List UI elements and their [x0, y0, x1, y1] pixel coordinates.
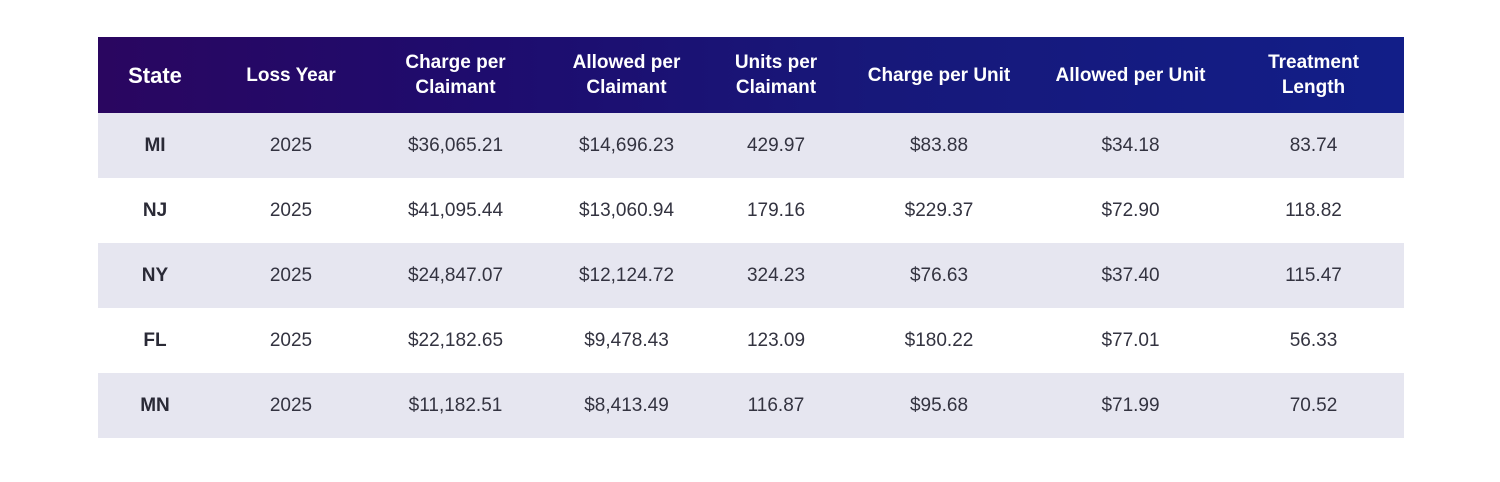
column-header-allowed-per-unit: Allowed per Unit	[1055, 64, 1206, 86]
column-header-charge-per-claimant: Charge per Claimant	[370, 37, 541, 113]
cell-units-per-claimant: 179.16	[746, 199, 806, 221]
data-table-container: State Loss Year Charge per Claimant Allo…	[98, 37, 1404, 438]
cell-state: MN	[140, 394, 170, 416]
cell-state: NY	[141, 264, 169, 286]
column-header-units-per-claimant: Units per Claimant	[712, 37, 840, 113]
cell-units-per-claimant: 429.97	[746, 134, 806, 156]
cell-allowed-per-unit: $37.40	[1101, 264, 1160, 286]
table-row: NJ 2025 $41,095.44 $13,060.94 179.16 $229.37 $…	[98, 178, 1404, 243]
cell-loss-year: 2025	[269, 199, 313, 221]
cell-loss-year: 2025	[269, 329, 313, 351]
cell-loss-year: 2025	[269, 134, 313, 156]
column-header-label: Charge per Claimant	[405, 52, 506, 98]
cell-units-per-claimant: 324.23	[746, 264, 806, 286]
column-header-loss-year: Loss Year	[246, 64, 336, 86]
table-header: State Loss Year Charge per Claimant Allo…	[98, 37, 1404, 113]
column-header-state: State	[128, 62, 182, 88]
cell-units-per-claimant: 116.87	[747, 394, 805, 416]
cell-allowed-per-unit: $34.18	[1101, 134, 1160, 156]
cell-treatment-length: 83.74	[1289, 134, 1338, 156]
cell-loss-year: 2025	[269, 394, 313, 416]
cell-state: NJ	[142, 199, 168, 221]
table-body: MI 2025 $36,065.21 $14,696.23 429.97 $83.88 $3…	[98, 113, 1404, 438]
cell-units-per-claimant: 123.09	[746, 329, 806, 351]
column-header-label: Treatment Length	[1268, 52, 1359, 98]
column-header-charge-per-unit: Charge per Unit	[867, 64, 1011, 86]
cell-charge-per-claimant: $36,065.21	[407, 134, 504, 156]
column-header-label: Units per Claimant	[734, 52, 818, 98]
column-header-label: Allowed per Claimant	[572, 52, 681, 98]
cell-allowed-per-claimant: $14,696.23	[578, 134, 675, 156]
cell-charge-per-claimant: $22,182.65	[407, 329, 504, 351]
cell-charge-per-claimant: $11,182.51	[408, 394, 503, 416]
cell-charge-per-unit: $229.37	[904, 199, 974, 221]
cell-charge-per-claimant: $41,095.44	[407, 199, 504, 221]
column-header-treatment-length: Treatment Length	[1223, 37, 1404, 113]
cell-charge-per-unit: $83.88	[909, 134, 969, 156]
cell-charge-per-claimant: $24,847.07	[407, 264, 504, 286]
cell-allowed-per-unit: $71.99	[1101, 394, 1160, 416]
header-row: State Loss Year Charge per Claimant Allo…	[98, 37, 1404, 113]
cell-charge-per-unit: $95.68	[909, 394, 969, 416]
cell-treatment-length: 70.52	[1289, 394, 1338, 416]
cell-allowed-per-claimant: $9,478.43	[584, 329, 669, 351]
cell-loss-year: 2025	[269, 264, 313, 286]
table-row: MI 2025 $36,065.21 $14,696.23 429.97 $83.88 $3…	[98, 113, 1404, 178]
cell-charge-per-unit: $180.22	[904, 329, 974, 351]
table-row: MN 2025 $11,182.51 $8,413.49 116.87 $95.68 $71…	[98, 373, 1404, 438]
cell-treatment-length: 115.47	[1285, 264, 1342, 286]
cell-state: MI	[144, 134, 166, 156]
cell-allowed-per-unit: $77.01	[1101, 329, 1160, 351]
cell-charge-per-unit: $76.63	[909, 264, 969, 286]
cell-allowed-per-claimant: $8,413.49	[584, 394, 669, 416]
column-header-allowed-per-claimant: Allowed per Claimant	[541, 37, 712, 113]
table-row: NY 2025 $24,847.07 $12,124.72 324.23 $76.63 $3…	[98, 243, 1404, 308]
claims-table: State Loss Year Charge per Claimant Allo…	[98, 37, 1404, 438]
cell-treatment-length: 56.33	[1289, 329, 1338, 351]
cell-allowed-per-claimant: $13,060.94	[578, 199, 675, 221]
table-row: FL 2025 $22,182.65 $9,478.43 123.09 $180.22 $7…	[98, 308, 1404, 373]
cell-allowed-per-claimant: $12,124.72	[578, 264, 675, 286]
cell-allowed-per-unit: $72.90	[1101, 199, 1160, 221]
cell-treatment-length: 118.82	[1285, 199, 1342, 221]
cell-state: FL	[143, 329, 167, 351]
